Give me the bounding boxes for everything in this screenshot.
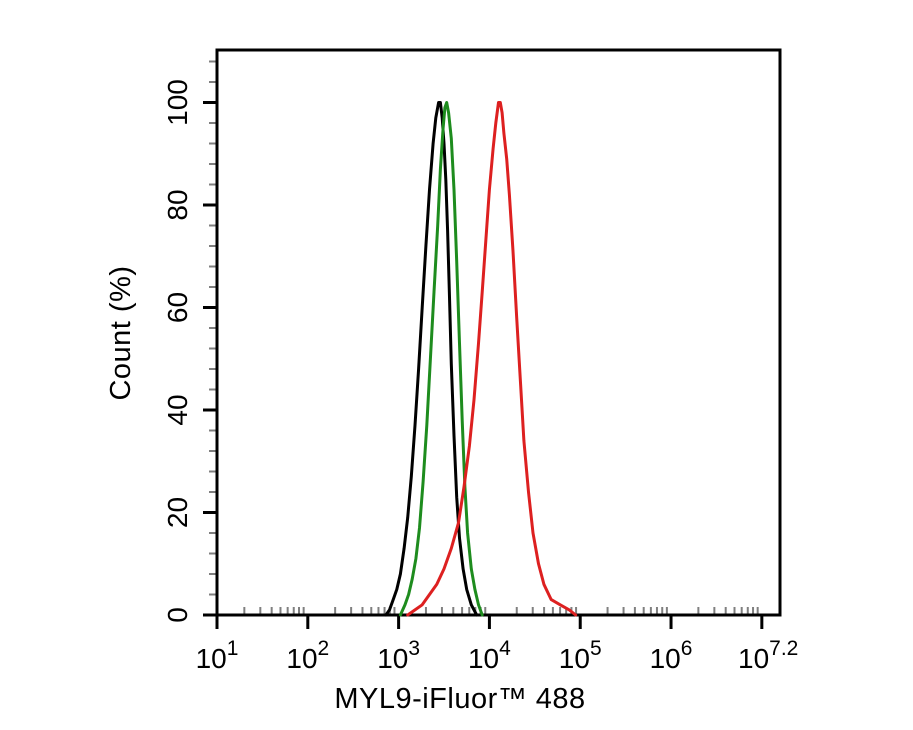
red-curve: [406, 101, 578, 617]
x-tick-label: 106: [650, 637, 693, 674]
x-tick-label: 104: [468, 637, 511, 674]
x-tick-label: 102: [286, 637, 329, 674]
x-tick-label: 105: [559, 637, 602, 674]
major-ticks: [203, 101, 764, 629]
y-axis-tick-labels: 0 20 40 60 80 100: [162, 79, 193, 623]
green-curve: [398, 101, 484, 617]
y-tick-label: 20: [162, 497, 193, 528]
x-axis-title: MYL9-iFluor™ 488: [334, 683, 585, 715]
x-tick-label: 103: [377, 637, 420, 674]
y-tick-label: 0: [162, 607, 193, 623]
plot-border: [215, 48, 782, 617]
black-curve: [384, 101, 479, 617]
y-tick-label: 40: [162, 394, 193, 425]
y-axis-title: Count (%): [105, 265, 137, 400]
x-axis-tick-labels: 101 102 103 104 105 106 107.2: [196, 637, 799, 674]
histogram-curves: [384, 101, 578, 617]
x-tick-label: 101: [196, 637, 239, 674]
x-tick-label: 107.2: [738, 637, 798, 674]
minor-ticks: [209, 60, 759, 614]
y-tick-label: 100: [162, 79, 193, 126]
y-tick-label: 60: [162, 292, 193, 323]
y-tick-label: 80: [162, 189, 193, 220]
